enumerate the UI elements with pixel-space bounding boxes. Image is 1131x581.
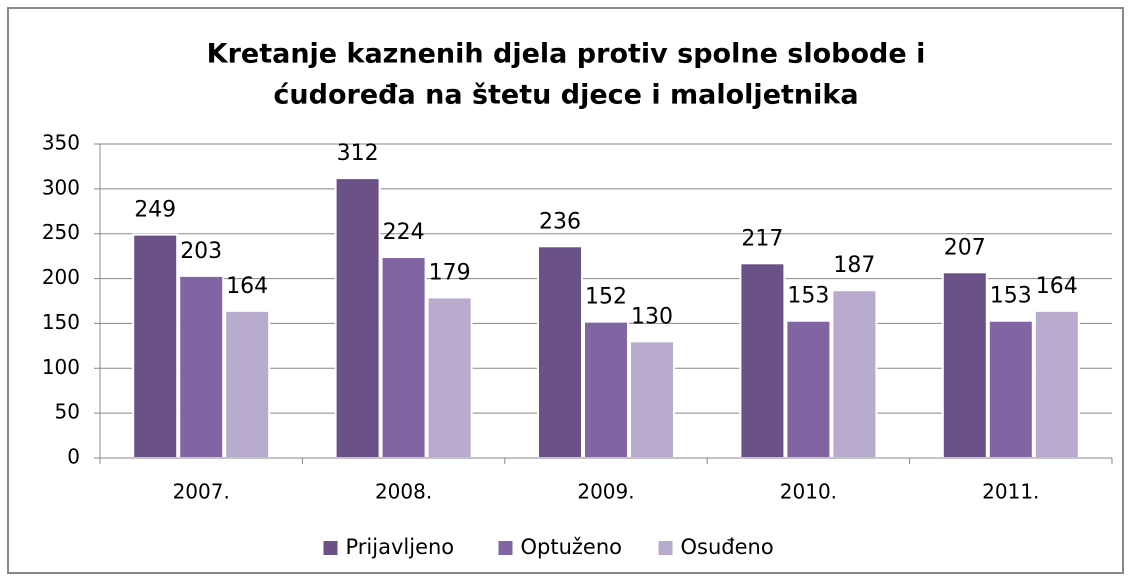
x-tick-label: 2008. — [375, 480, 432, 504]
data-label: 217 — [741, 226, 783, 251]
x-tick-label: 2007. — [173, 480, 230, 504]
chart-title: Kretanje kaznenih djela protiv spolne sl… — [207, 39, 926, 70]
x-tick-label: 2010. — [780, 480, 837, 504]
data-label: 224 — [383, 220, 425, 245]
bar — [178, 274, 225, 459]
y-tick-label: 250 — [42, 220, 80, 244]
data-label: 153 — [787, 284, 829, 309]
data-label: 207 — [944, 235, 986, 260]
bar — [583, 320, 629, 459]
bar — [987, 319, 1034, 460]
y-tick-label: 150 — [42, 310, 80, 334]
legend-swatch — [658, 541, 673, 555]
bar — [785, 319, 832, 460]
legend-swatch — [323, 541, 338, 555]
bar — [629, 340, 675, 459]
y-tick-label: 50 — [55, 400, 80, 424]
bar — [380, 256, 427, 460]
bar — [831, 289, 878, 459]
data-label: 130 — [631, 304, 673, 329]
bar — [132, 233, 179, 459]
bar — [224, 309, 271, 459]
bar — [739, 262, 786, 459]
data-label: 203 — [180, 239, 222, 264]
bar — [426, 296, 473, 460]
data-label: 152 — [585, 285, 627, 310]
legend-label: Optuženo — [521, 535, 623, 559]
data-label: 312 — [337, 141, 379, 166]
y-tick-label: 100 — [42, 355, 80, 379]
chart-title: ćudoređa na štetu djece i maloljetnika — [273, 80, 858, 111]
legend-label: Osuđeno — [681, 535, 774, 559]
y-tick-label: 300 — [42, 175, 80, 199]
y-tick-label: 0 — [67, 445, 80, 469]
y-tick-label: 350 — [42, 131, 80, 155]
bar — [537, 245, 583, 459]
data-label: 164 — [1036, 274, 1078, 299]
data-label: 249 — [134, 198, 176, 223]
legend-label: Prijavljeno — [346, 535, 455, 559]
bar — [334, 177, 381, 459]
x-tick-label: 2011. — [982, 480, 1039, 504]
bar — [941, 271, 988, 460]
y-tick-label: 200 — [42, 265, 80, 289]
bar — [1033, 309, 1080, 459]
legend-swatch — [498, 541, 513, 555]
data-label: 236 — [539, 209, 581, 234]
data-label: 153 — [990, 284, 1032, 309]
data-label: 164 — [226, 274, 268, 299]
data-label: 187 — [833, 253, 875, 278]
x-tick-label: 2009. — [577, 480, 634, 504]
data-label: 179 — [429, 260, 471, 285]
